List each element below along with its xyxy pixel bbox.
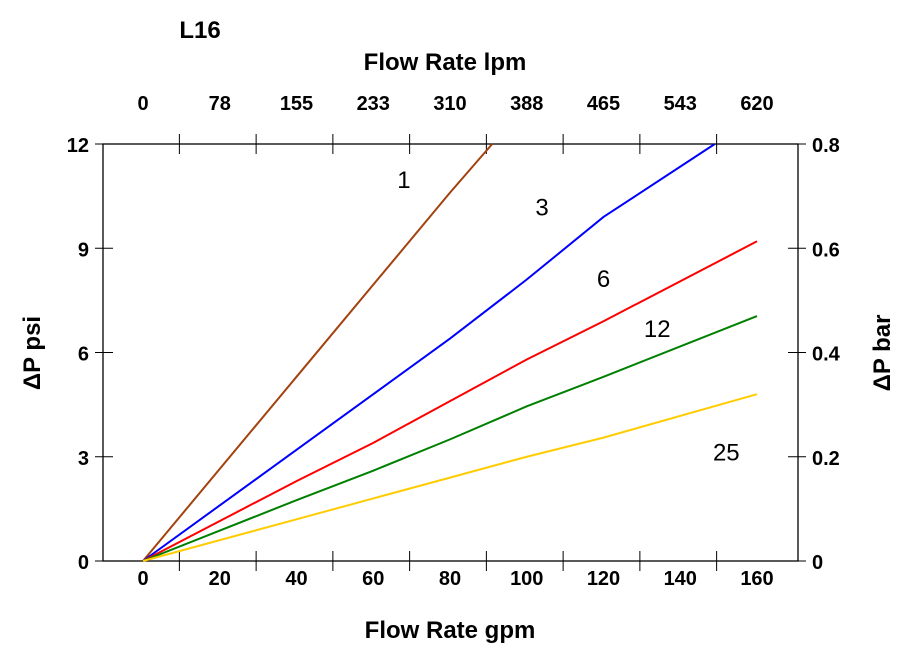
right-tick-label: 0.8 xyxy=(812,135,840,157)
series-label: 6 xyxy=(597,266,610,293)
top-tick-label: 233 xyxy=(357,93,390,115)
bottom-tick-label: 140 xyxy=(664,568,697,590)
bottom-tick-label: 20 xyxy=(209,568,231,590)
right-tick-label: 0 xyxy=(812,552,823,574)
bottom-tick-label: 80 xyxy=(439,568,461,590)
series-line-3 xyxy=(142,143,716,562)
bottom-tick-label: 120 xyxy=(587,568,620,590)
series-line-12 xyxy=(142,315,758,562)
left-tick-label: 9 xyxy=(78,239,89,261)
right-axis-title: ΔP bar xyxy=(869,315,896,392)
bottom-tick-label: 60 xyxy=(362,568,384,590)
series-label: 25 xyxy=(713,440,740,467)
left-tick-label: 6 xyxy=(78,344,89,366)
series-label: 12 xyxy=(644,316,671,343)
left-tick-label: 3 xyxy=(78,448,89,470)
bottom-tick-label: 100 xyxy=(510,568,543,590)
series-line-25 xyxy=(142,393,758,562)
series-label: 3 xyxy=(535,195,548,222)
right-tick-label: 0.6 xyxy=(812,239,840,261)
top-tick-label: 388 xyxy=(510,93,543,115)
top-axis-title: Flow Rate lpm xyxy=(364,49,527,76)
bottom-tick-label: 160 xyxy=(740,568,773,590)
series-line-1 xyxy=(142,143,493,562)
top-tick-label: 155 xyxy=(280,93,313,115)
left-tick-label: 0 xyxy=(78,552,89,574)
bottom-tick-label: 40 xyxy=(285,568,307,590)
top-tick-label: 465 xyxy=(587,93,620,115)
bottom-axis-title: Flow Rate gpm xyxy=(365,617,536,644)
series-line-6 xyxy=(142,240,758,562)
top-tick-label: 0 xyxy=(137,93,148,115)
top-tick-label: 310 xyxy=(433,93,466,115)
top-tick-label: 620 xyxy=(740,93,773,115)
left-axis-title: ΔP psi xyxy=(19,316,46,390)
right-tick-label: 0.2 xyxy=(812,448,840,470)
right-tick-label: 0.4 xyxy=(812,344,841,366)
chart-title: L16 xyxy=(179,17,220,44)
series-label: 1 xyxy=(397,167,410,194)
top-tick-label: 543 xyxy=(664,93,697,115)
bottom-tick-label: 0 xyxy=(137,568,148,590)
plot-frame xyxy=(102,143,799,562)
left-tick-label: 12 xyxy=(67,135,89,157)
top-tick-label: 78 xyxy=(209,93,231,115)
